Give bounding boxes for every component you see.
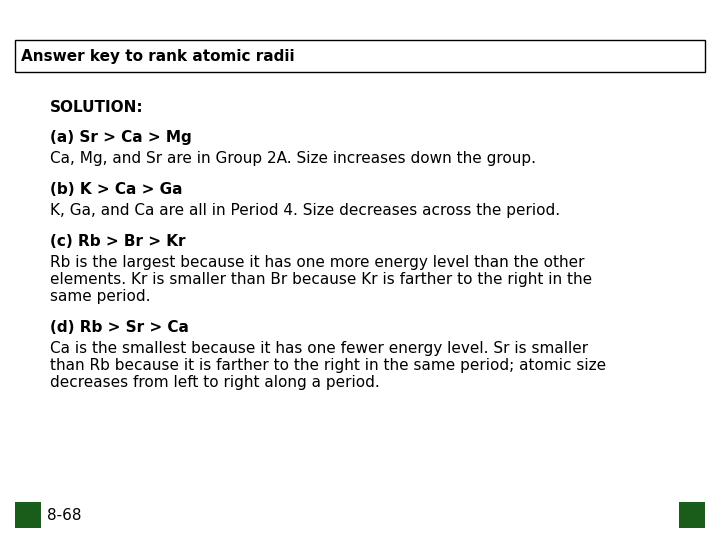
Text: elements. Kr is smaller than Br because Kr is farther to the right in the: elements. Kr is smaller than Br because … xyxy=(50,272,592,287)
Text: Ca, Mg, and Sr are in Group 2A. Size increases down the group.: Ca, Mg, and Sr are in Group 2A. Size inc… xyxy=(50,151,536,166)
Text: (d) Rb > Sr > Ca: (d) Rb > Sr > Ca xyxy=(50,320,189,335)
Text: (a) Sr > Ca > Mg: (a) Sr > Ca > Mg xyxy=(50,130,192,145)
Text: Answer key to rank atomic radii: Answer key to rank atomic radii xyxy=(21,49,294,64)
Text: Rb is the largest because it has one more energy level than the other: Rb is the largest because it has one mor… xyxy=(50,255,585,270)
Text: (c) Rb > Br > Kr: (c) Rb > Br > Kr xyxy=(50,234,186,249)
Bar xyxy=(15,40,705,72)
Text: SOLUTION:: SOLUTION: xyxy=(50,100,143,115)
Text: (b) K > Ca > Ga: (b) K > Ca > Ga xyxy=(50,182,182,197)
Bar xyxy=(679,502,705,528)
Text: than Rb because it is farther to the right in the same period; atomic size: than Rb because it is farther to the rig… xyxy=(50,358,606,373)
Text: same period.: same period. xyxy=(50,289,150,304)
Text: Ca is the smallest because it has one fewer energy level. Sr is smaller: Ca is the smallest because it has one fe… xyxy=(50,341,588,356)
Text: K, Ga, and Ca are all in Period 4. Size decreases across the period.: K, Ga, and Ca are all in Period 4. Size … xyxy=(50,203,560,218)
Bar xyxy=(15,502,41,528)
Text: decreases from left to right along a period.: decreases from left to right along a per… xyxy=(50,375,379,390)
Text: 8-68: 8-68 xyxy=(47,508,81,523)
